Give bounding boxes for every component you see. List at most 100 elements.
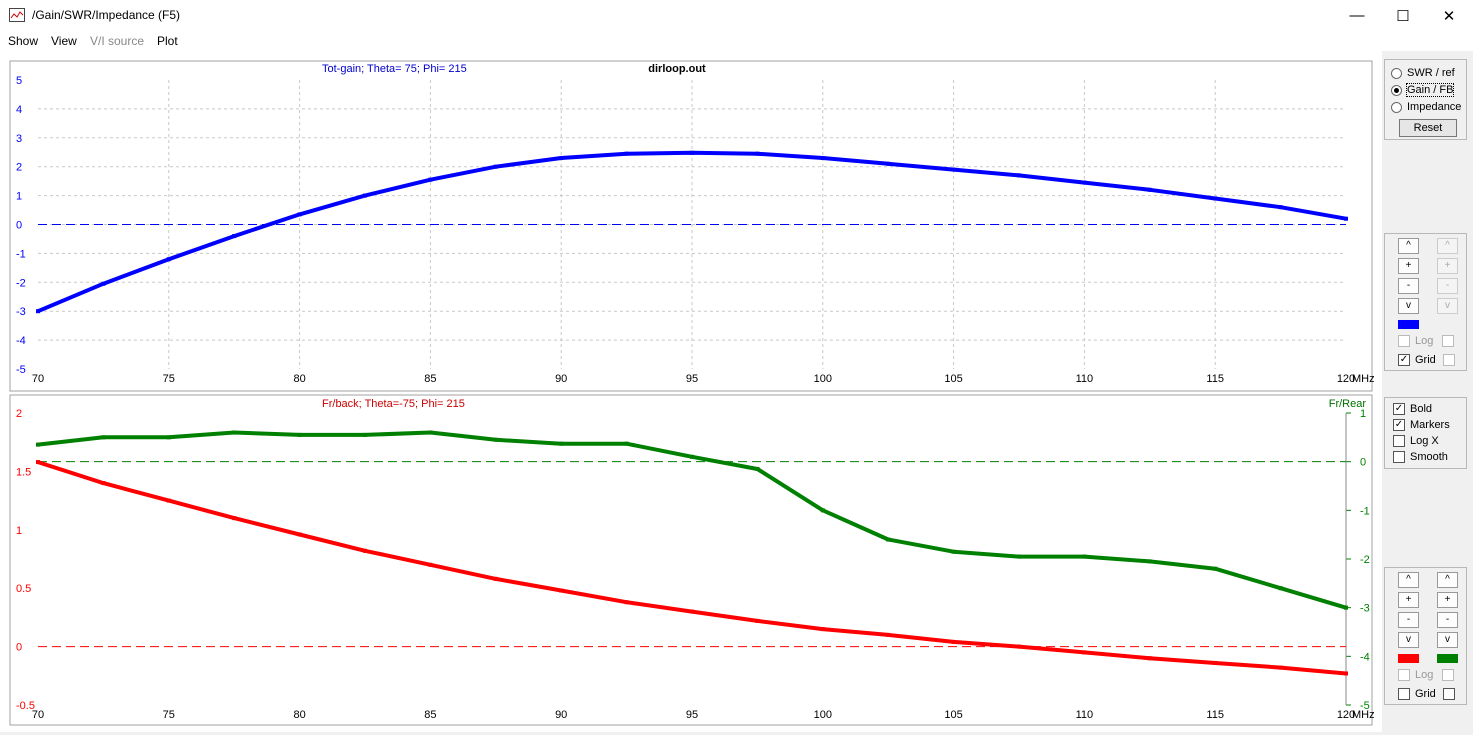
menu-plot[interactable]: Plot [157, 34, 178, 48]
series-point [755, 618, 760, 623]
smooth-label: Smooth [1410, 451, 1448, 463]
series-point [1017, 554, 1021, 559]
right-zoom-in-button[interactable]: + [1437, 258, 1458, 274]
markers-checkbox[interactable]: ✓ [1393, 419, 1405, 431]
right-scroll-down-button[interactable]: v [1437, 632, 1458, 648]
series-point [36, 442, 40, 447]
x-tick-label: 95 [686, 373, 698, 385]
maximize-icon[interactable]: ☐ [1396, 7, 1410, 25]
grid-checkbox[interactable]: ✓ [1398, 354, 1410, 366]
series-point [101, 435, 106, 440]
color-swatch-blue[interactable] [1398, 320, 1419, 329]
smooth-checkbox[interactable] [1393, 451, 1405, 463]
logx-checkbox-row[interactable]: Log X [1393, 434, 1439, 448]
menu-view[interactable]: View [51, 34, 77, 48]
series-point [1278, 205, 1283, 210]
series-point [428, 562, 433, 567]
y-tick-label: 5 [16, 75, 22, 87]
x-tick-label: 80 [293, 709, 305, 721]
series-point [690, 609, 694, 614]
bold-checkbox-row[interactable]: ✓ Bold [1393, 402, 1432, 416]
radio-swr-ref[interactable]: SWR / ref [1391, 66, 1455, 80]
series-point [886, 537, 891, 542]
x-tick-label: 115 [1206, 373, 1224, 385]
y2-tick-label: -3 [1360, 603, 1370, 615]
x-tick-label: 75 [163, 709, 175, 721]
reset-button[interactable]: Reset [1399, 119, 1457, 137]
series-point [624, 600, 629, 605]
log-checkbox-row[interactable]: Log [1398, 334, 1455, 348]
title-bar: /Gain/SWR/Impedance (F5) — ☐ ✕ [0, 0, 1473, 31]
right-zoom-out-button[interactable]: - [1437, 612, 1458, 628]
y-tick-label: 1 [16, 525, 22, 537]
series-point [363, 548, 367, 553]
series-point [1213, 196, 1218, 201]
series-point [1344, 216, 1348, 221]
right-scroll-up-button[interactable]: ^ [1437, 572, 1458, 588]
radio-impedance[interactable]: Impedance [1391, 100, 1461, 114]
log-checkbox[interactable] [1398, 335, 1410, 347]
series-point [886, 161, 891, 166]
menu-vi-source[interactable]: V/I source [90, 34, 145, 48]
series-point [624, 441, 629, 446]
scroll-up-button[interactable]: ^ [1398, 572, 1419, 588]
radio-button[interactable] [1391, 67, 1402, 79]
series-point [559, 588, 564, 593]
smooth-checkbox-row[interactable]: Smooth [1393, 450, 1448, 464]
radio-label: Impedance [1407, 101, 1462, 113]
right-zoom-in-button[interactable]: + [1437, 592, 1458, 608]
markers-checkbox-row[interactable]: ✓ Markers [1393, 418, 1450, 432]
scroll-up-button[interactable]: ^ [1398, 238, 1419, 254]
menu-show[interactable]: Show [8, 34, 39, 48]
color-swatch-red[interactable] [1398, 654, 1419, 663]
right-zoom-out-button[interactable]: - [1437, 278, 1458, 294]
series-point [493, 437, 498, 442]
grid-right-checkbox[interactable] [1442, 354, 1455, 366]
bottom-chart-title: Fr/back; Theta=-75; Phi= 215 [322, 398, 465, 410]
zoom-out-button[interactable]: - [1398, 278, 1419, 294]
close-icon[interactable]: ✕ [1442, 7, 1456, 25]
zoom-in-button[interactable]: + [1398, 258, 1419, 274]
grid-label: Grid [1415, 688, 1436, 700]
grid-right-checkbox[interactable] [1442, 688, 1455, 700]
radio-button[interactable] [1391, 101, 1402, 113]
scroll-down-button[interactable]: v [1398, 298, 1419, 314]
series-point [166, 498, 171, 503]
x-tick-label: 80 [293, 373, 305, 385]
grid-checkbox-row[interactable]: Grid [1398, 687, 1455, 701]
zoom-in-button[interactable]: + [1398, 592, 1419, 608]
zoom-out-button[interactable]: - [1398, 612, 1419, 628]
series-point [820, 627, 825, 632]
minimize-icon[interactable]: — [1349, 7, 1365, 24]
radio-gain-fb[interactable]: Gain / FB [1391, 83, 1455, 97]
color-swatch-green[interactable] [1437, 654, 1458, 663]
log-right-checkbox[interactable] [1442, 335, 1455, 347]
y-tick-label: 4 [16, 104, 22, 116]
log-label: Log [1415, 669, 1434, 681]
grid-checkbox[interactable] [1398, 688, 1410, 700]
log-right-checkbox[interactable] [1442, 669, 1455, 681]
series-point [166, 435, 171, 440]
y-tick-label: 1.5 [16, 466, 31, 478]
y2-tick-label: 1 [1360, 408, 1366, 420]
series-point [1147, 656, 1152, 661]
right-scroll-down-button[interactable]: v [1437, 298, 1458, 314]
log-checkbox[interactable] [1398, 669, 1410, 681]
y-tick-label: -4 [16, 335, 26, 347]
x-tick-label: 110 [1076, 373, 1094, 385]
right-scroll-up-button[interactable]: ^ [1437, 238, 1458, 254]
bold-checkbox[interactable]: ✓ [1393, 403, 1405, 415]
x-tick-label: 85 [424, 709, 436, 721]
grid-checkbox-row[interactable]: ✓ Grid [1398, 353, 1455, 367]
log-checkbox-row[interactable]: Log [1398, 668, 1455, 682]
markers-label: Markers [1410, 419, 1450, 431]
radio-button[interactable] [1391, 84, 1402, 96]
y2-tick-label: 0 [1360, 457, 1366, 469]
series-point [297, 432, 302, 437]
logx-checkbox[interactable] [1393, 435, 1405, 447]
scroll-down-button[interactable]: v [1398, 632, 1419, 648]
series-point [1082, 554, 1087, 559]
top-axis-panel: ^ + - v ^ + - v Log ✓ Grid [1384, 233, 1467, 371]
series-point [1147, 187, 1152, 192]
